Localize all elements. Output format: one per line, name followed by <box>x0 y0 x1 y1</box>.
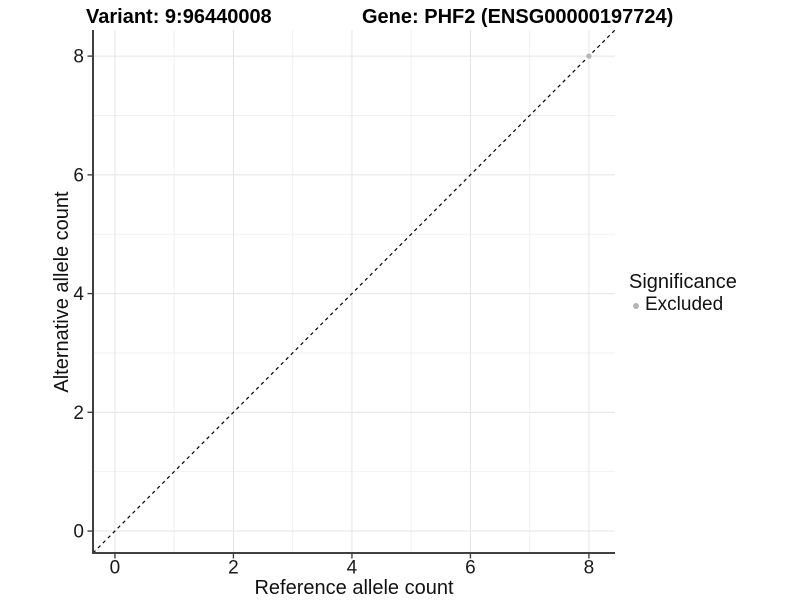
y-tick-label: 6 <box>73 165 84 186</box>
legend-title: Significance <box>629 271 737 293</box>
y-tick-label: 0 <box>73 522 84 543</box>
identity-line <box>92 29 616 554</box>
y-tick-label: 4 <box>73 284 84 305</box>
y-axis-title: Alternative allele count <box>51 191 73 393</box>
x-tick-label: 6 <box>465 558 476 579</box>
x-tick-label: 8 <box>584 558 595 579</box>
legend-item-label: Excluded <box>645 294 724 315</box>
gene-title: Gene: PHF2 (ENSG00000197724) <box>362 6 674 28</box>
legend-key-circle-icon <box>633 302 639 309</box>
variant-title: Variant: 9:96440008 <box>86 6 272 28</box>
x-tick-label: 2 <box>228 558 239 579</box>
data-point-excluded <box>586 53 592 59</box>
legend: Significance Excluded <box>629 272 737 315</box>
y-tick-label: 8 <box>73 47 84 68</box>
x-tick-label: 0 <box>110 558 121 579</box>
y-tick-label: 2 <box>73 403 84 424</box>
legend-item-excluded: Excluded <box>629 295 737 315</box>
x-tick-label: 4 <box>347 558 358 579</box>
x-axis-title: Reference allele count <box>254 577 454 599</box>
